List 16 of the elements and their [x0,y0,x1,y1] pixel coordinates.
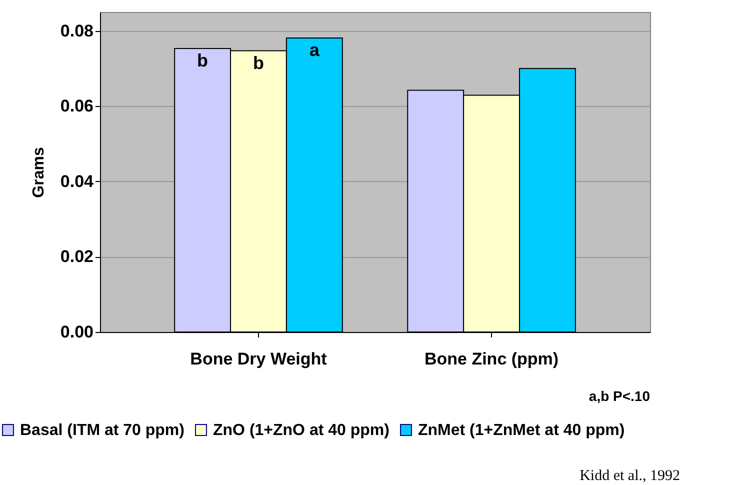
legend-label: Basal (ITM at 70 ppm) [20,422,184,439]
y-tick-label: 0.00 [60,322,94,342]
annotation: a [309,40,320,60]
y-tick-label: 0.02 [60,247,94,266]
x-tick-label: Bone Dry Weight [190,350,328,368]
legend-label: ZnO (1+ZnO at 40 ppm) [213,422,390,439]
text: a,b P<.10 [588,388,650,404]
x-tick-label: Bone Zinc (ppm) [424,350,559,368]
text: Kidd et al., 1992 [580,468,680,484]
annotation: b [197,50,208,71]
y-tick-label: 0.06 [60,96,94,116]
y-tick-label: 0.04 [60,172,94,191]
y-tick-label: 0.08 [60,21,94,40]
annotation: b [252,52,264,73]
legend-label: ZnMet (1+ZnMet at 40 ppm) [418,422,625,439]
y-axis-title: Grams [30,147,48,198]
